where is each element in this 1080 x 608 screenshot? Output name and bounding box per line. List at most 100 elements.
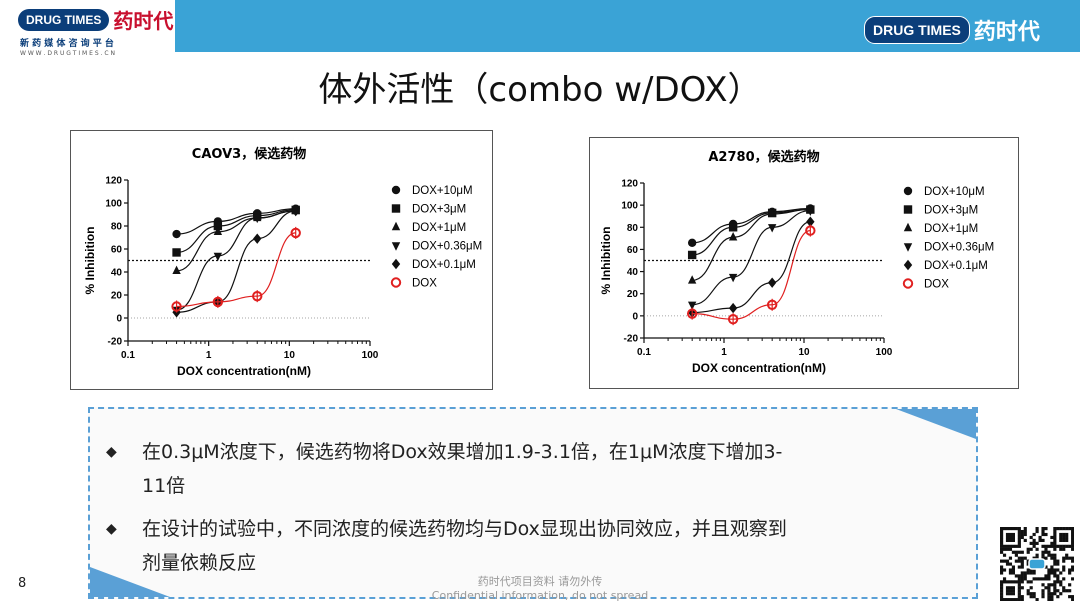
data-point [805, 225, 816, 236]
data-point [767, 277, 777, 288]
y-axis-label: % Inhibition [83, 227, 97, 295]
series-curve [692, 230, 811, 320]
legend-label: DOX+0.1μM [412, 259, 476, 271]
x-axis-label: DOX concentration(nM) [177, 364, 311, 378]
diamond-bullet-icon: ◆ [106, 521, 117, 537]
corner-decoration-bottom [90, 567, 170, 597]
data-point [253, 214, 262, 224]
chart-title: CAOV3，候选药物 [192, 146, 306, 162]
y-tick-label: 0 [116, 314, 122, 325]
y-tick-label: -20 [624, 334, 639, 345]
y-axis-label: % Inhibition [599, 227, 613, 295]
legend-item: DOX+0.1μM [391, 258, 476, 271]
legend-marker [391, 185, 401, 195]
chart-a2780-panel: A2780，候选药物 -20 0 20 40 60 80 100 120 0.1 1 10 100 DOX… [589, 137, 1019, 389]
legend-label: DOX+10μM [412, 185, 473, 197]
chart-title: A2780，候选药物 [708, 149, 819, 165]
y-tick-label: 80 [111, 222, 123, 233]
qr-code-icon [1000, 527, 1074, 601]
legend-marker [902, 278, 914, 289]
data-point [767, 224, 777, 233]
y-tick-label: 40 [111, 268, 123, 279]
x-tick-label: 1 [206, 350, 212, 361]
legend-marker [903, 259, 913, 271]
logo-right-pill: DRUG TIMES [864, 16, 970, 44]
series-curve [176, 210, 296, 313]
legend-label: DOX+10μM [924, 186, 985, 198]
series-4 [687, 207, 815, 310]
bullet-item-2: ◆ 在设计的试验中，不同浓度的候选药物均与Dox显现出协同效应，并且观察到 剂量… [106, 512, 922, 580]
legend-item: DOX+0.36μM [903, 242, 994, 254]
data-point [728, 223, 738, 232]
chart-caov3: CAOV3，候选药物 -20 0 20 40 60 80 100 120 0.1 1 10 100 DOX… [83, 146, 482, 378]
data-point [291, 205, 300, 217]
x-tick-label: 10 [798, 347, 810, 358]
data-point [806, 207, 815, 216]
legend-marker [903, 205, 913, 214]
x-tick-label: 0.1 [637, 347, 651, 358]
data-point [728, 273, 738, 283]
data-point [767, 208, 777, 218]
legend-item: DOX+1μM [391, 221, 466, 234]
legend-label: DOX+0.36μM [924, 242, 994, 254]
series-curve [176, 208, 296, 235]
data-point [687, 250, 697, 260]
y-tick-label: 40 [627, 267, 639, 278]
y-tick-label: 80 [627, 223, 639, 234]
data-point [727, 313, 739, 325]
legend-marker [903, 186, 913, 196]
chart-a2780: A2780，候选药物 -20 0 20 40 60 80 100 120 0.1 1 10 100 DOX… [599, 149, 994, 375]
data-point [212, 296, 224, 308]
logo-right-cn: 药时代 [973, 20, 1040, 45]
legend-item: DOX+1μM [903, 222, 978, 235]
data-point [213, 252, 223, 262]
legend-label: DOX+1μM [412, 222, 466, 234]
y-tick-label: 100 [621, 201, 638, 212]
logo-left: DRUG TIMES 药时代 [18, 5, 173, 34]
series-curve [176, 232, 296, 308]
x-tick-label: 100 [876, 347, 893, 358]
y-tick-label: 60 [111, 245, 123, 256]
data-point [686, 308, 698, 319]
data-point [172, 265, 181, 275]
data-point [213, 221, 223, 231]
legend-marker [391, 204, 401, 213]
legend-item: DOX+0.1μM [903, 259, 988, 272]
logo-left-url: W W W . D R U G T I M E S . C N [20, 50, 115, 57]
legend-marker [391, 221, 401, 231]
logo-left-subtitle: 新 药 媒 体 咨 询 平 台 [20, 39, 114, 49]
legend-label: DOX+3μM [924, 205, 978, 217]
data-point [172, 229, 181, 239]
legend-label: DOX+0.1μM [924, 260, 988, 272]
y-tick-label: 20 [627, 289, 639, 300]
bullet-2-line-2: 剂量依赖反应 [142, 552, 257, 574]
chart-caov3-panel: CAOV3，候选药物 -20 0 20 40 60 80 100 120 0.1 1 10 100 DOX… [70, 130, 493, 390]
x-axis-label: DOX concentration(nM) [692, 361, 826, 375]
data-point [728, 232, 738, 241]
legend-marker [390, 277, 402, 288]
y-tick-label: 0 [632, 311, 638, 322]
y-tick-label: 60 [627, 245, 639, 256]
y-tick-label: -20 [108, 337, 123, 348]
data-point [172, 248, 181, 257]
series-curve [692, 208, 811, 282]
bullet-1-line-1: 在0.3μM浓度下，候选药物将Dox效果增加1.9-3.1倍，在1μM浓度下增加… [142, 441, 783, 463]
legend-label: DOX [412, 278, 437, 290]
y-tick-label: 100 [105, 199, 122, 210]
bullet-1-line-2: 11倍 [142, 475, 186, 497]
legend-marker [903, 243, 913, 252]
legend-marker [391, 258, 401, 270]
data-point [252, 290, 263, 302]
data-point [253, 233, 262, 244]
footer-confidential-en: Confidential information, do not spread [431, 589, 649, 602]
series-6 [686, 224, 816, 326]
logo-right: DRUG TIMES 药时代 [864, 14, 1040, 46]
y-tick-label: 120 [105, 176, 122, 187]
slide-title: 体外活性（combo w/DOX） [318, 70, 762, 110]
series-curve [176, 209, 296, 254]
logo-left-pill: DRUG TIMES [18, 8, 110, 31]
footer-confidential-cn: 药时代项目资料 请勿外传 [477, 575, 603, 588]
data-point [766, 299, 778, 310]
legend-label: DOX+3μM [412, 204, 466, 216]
legend-item: DOX+3μM [391, 204, 466, 216]
